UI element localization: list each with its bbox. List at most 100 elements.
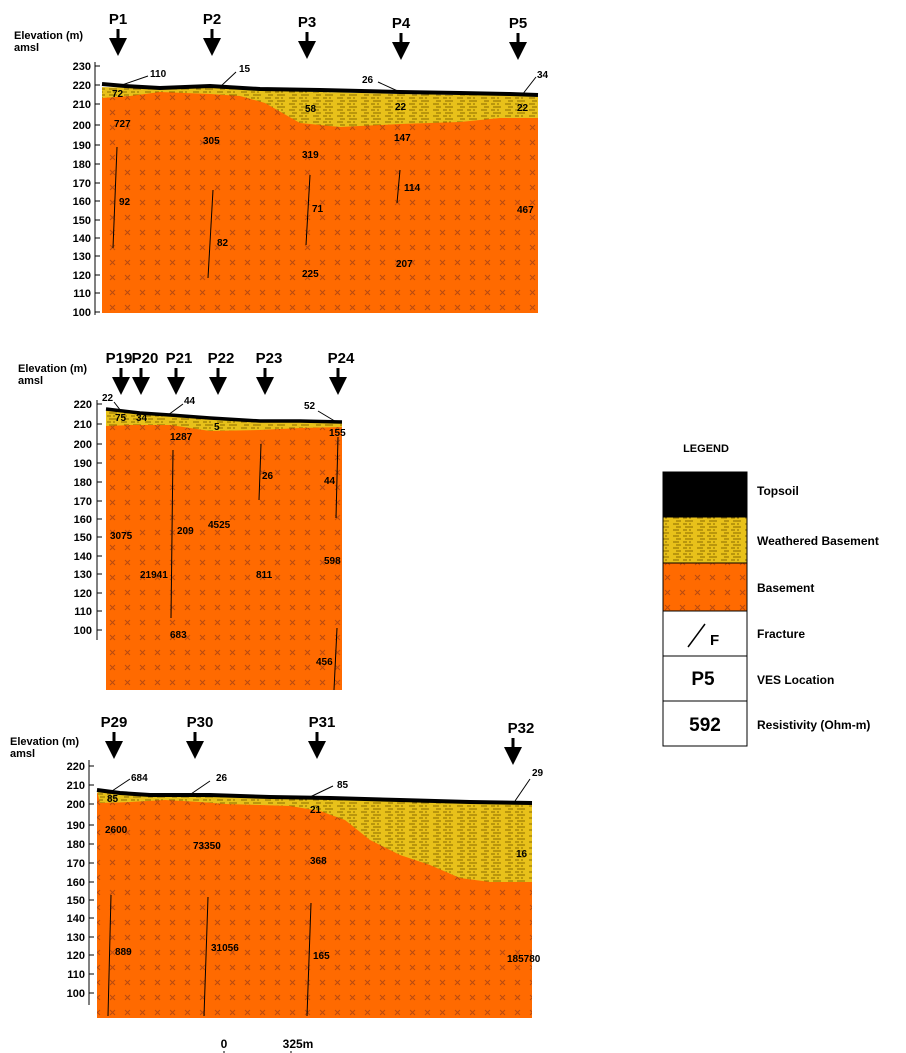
resistivity-value: 22 bbox=[395, 102, 407, 113]
resistivity-value: 683 bbox=[170, 630, 187, 641]
resistivity-value: 26 bbox=[216, 773, 228, 784]
fractures bbox=[112, 146, 401, 279]
resistivity-value: 72 bbox=[112, 89, 124, 100]
ves-symbol: P5 bbox=[691, 669, 715, 690]
tick-label: 150 bbox=[67, 895, 85, 907]
ves-label: P21 bbox=[166, 350, 193, 367]
tick-label: 200 bbox=[74, 439, 92, 451]
tick-label: 190 bbox=[74, 458, 92, 470]
tick-label: 120 bbox=[73, 270, 91, 282]
resistivity-value: 44 bbox=[184, 396, 196, 407]
tick-label: 150 bbox=[73, 215, 91, 227]
tick-label: 140 bbox=[74, 551, 92, 563]
ves-label: P30 bbox=[187, 714, 214, 731]
resistivity-value: 684 bbox=[131, 773, 148, 784]
elevation-unit-label: amsl bbox=[18, 375, 43, 387]
legend-basement-swatch bbox=[662, 562, 748, 612]
tick-label: 110 bbox=[74, 606, 92, 618]
layer-resistivity-values: 75 34 5 155 1287 26 44 4525 3075 209 598… bbox=[110, 413, 346, 668]
tick-label: 170 bbox=[67, 858, 85, 870]
ves-label: P4 bbox=[392, 15, 411, 32]
elevation-unit-label: amsl bbox=[10, 748, 35, 760]
resistivity-value: 34 bbox=[136, 413, 148, 424]
basement-layer bbox=[102, 88, 538, 313]
y-axis-tick-marks bbox=[95, 65, 100, 313]
y-axis-tick-marks bbox=[89, 765, 94, 994]
tick-label: 120 bbox=[67, 950, 85, 962]
resistivity-value: 165 bbox=[313, 951, 330, 962]
ves-label: P29 bbox=[101, 714, 128, 731]
resistivity-value: 305 bbox=[203, 136, 220, 147]
tick-label: 220 bbox=[73, 80, 91, 92]
resistivity-value: 147 bbox=[394, 133, 411, 144]
resistivity-value: 26 bbox=[362, 75, 374, 86]
section-2: Elevation (m) amsl 220 210 200 190 180 1… bbox=[18, 350, 355, 691]
resistivity-value: 85 bbox=[337, 780, 349, 791]
weathered-basement-layer bbox=[102, 87, 538, 127]
tick-label: 200 bbox=[73, 120, 91, 132]
resistivity-value: 110 bbox=[150, 69, 167, 80]
tick-label: 190 bbox=[73, 140, 91, 152]
resistivity-value: 82 bbox=[217, 238, 229, 249]
resistivity-value: 26 bbox=[262, 471, 274, 482]
resistivity-value: 209 bbox=[177, 526, 194, 537]
ves-markers: P29 P30 P31 P32 bbox=[101, 714, 534, 765]
tick-label: 160 bbox=[73, 196, 91, 208]
tick-label: 200 bbox=[67, 799, 85, 811]
resistivity-value: 75 bbox=[115, 413, 127, 424]
resistivity-value: 85 bbox=[107, 794, 119, 805]
tick-label: 230 bbox=[73, 61, 91, 73]
resistivity-value: 4525 bbox=[208, 520, 231, 531]
tick-label: 210 bbox=[67, 780, 85, 792]
ves-markers: P1 P2 P3 P4 P5 bbox=[109, 11, 527, 60]
tick-label: 220 bbox=[67, 761, 85, 773]
legend: LEGEND Topsoil Weathered Basement Baseme… bbox=[662, 443, 879, 747]
ves-label: P5 bbox=[509, 15, 527, 32]
legend-fracture-swatch bbox=[662, 610, 748, 657]
tick-label: 160 bbox=[74, 514, 92, 526]
resistivity-value: 811 bbox=[256, 570, 273, 581]
tick-label: 120 bbox=[74, 588, 92, 600]
resistivity-value: 727 bbox=[114, 119, 131, 130]
scale-end-label: 325m bbox=[283, 1037, 314, 1051]
legend-topsoil-swatch bbox=[662, 471, 748, 518]
scale-bar: 0 325m bbox=[221, 1037, 314, 1053]
topsoil-layer bbox=[105, 407, 343, 424]
tick-label: 110 bbox=[73, 288, 91, 300]
resistivity-value: 21 bbox=[310, 805, 322, 816]
elevation-label: Elevation (m) bbox=[10, 736, 79, 748]
elevation-label: Elevation (m) bbox=[14, 30, 83, 42]
resistivity-value: 207 bbox=[396, 259, 413, 270]
fractures bbox=[107, 894, 312, 1017]
y-axis-ticks: 220 210 200 190 180 170 160 150 140 130 … bbox=[67, 761, 85, 1000]
scale-start-label: 0 bbox=[221, 1037, 228, 1051]
tick-label: 140 bbox=[67, 913, 85, 925]
resistivity-value: 34 bbox=[537, 70, 549, 81]
elevation-unit-label: amsl bbox=[14, 42, 39, 54]
resistivity-value: 889 bbox=[115, 947, 132, 958]
resistivity-value: 2600 bbox=[105, 825, 128, 836]
section-1: Elevation (m) amsl 230 220 210 200 190 1… bbox=[14, 11, 549, 319]
resistivity-value: 71 bbox=[312, 204, 324, 215]
tick-label: 130 bbox=[67, 932, 85, 944]
ves-markers: P19 P20 P21 P22 P23 P24 bbox=[106, 350, 355, 395]
tick-label: 140 bbox=[73, 233, 91, 245]
tick-label: 110 bbox=[67, 969, 85, 981]
fracture-symbol: F bbox=[710, 632, 719, 649]
resistivity-value: 22 bbox=[102, 393, 114, 404]
section-3: Elevation (m) amsl 220 210 200 190 180 1… bbox=[10, 714, 544, 1018]
legend-ves-label: VES Location bbox=[757, 673, 834, 687]
topsoil-resistivity-values: 110 15 26 34 bbox=[150, 64, 549, 86]
legend-resistivity-label: Resistivity (Ohm-m) bbox=[757, 718, 870, 732]
ves-label: P19 bbox=[106, 350, 133, 367]
tick-label: 170 bbox=[73, 178, 91, 190]
ves-label: P24 bbox=[328, 350, 355, 367]
elevation-label: Elevation (m) bbox=[18, 363, 87, 375]
resistivity-value: 58 bbox=[305, 104, 317, 115]
resistivity-value: 44 bbox=[324, 476, 336, 487]
y-axis-ticks: 220 210 200 190 180 170 160 150 140 130 … bbox=[74, 399, 92, 637]
basement-layer bbox=[106, 412, 342, 690]
resistivity-value: 52 bbox=[304, 401, 316, 412]
ves-label: P1 bbox=[109, 11, 127, 28]
legend-resistivity-swatch bbox=[662, 700, 748, 747]
